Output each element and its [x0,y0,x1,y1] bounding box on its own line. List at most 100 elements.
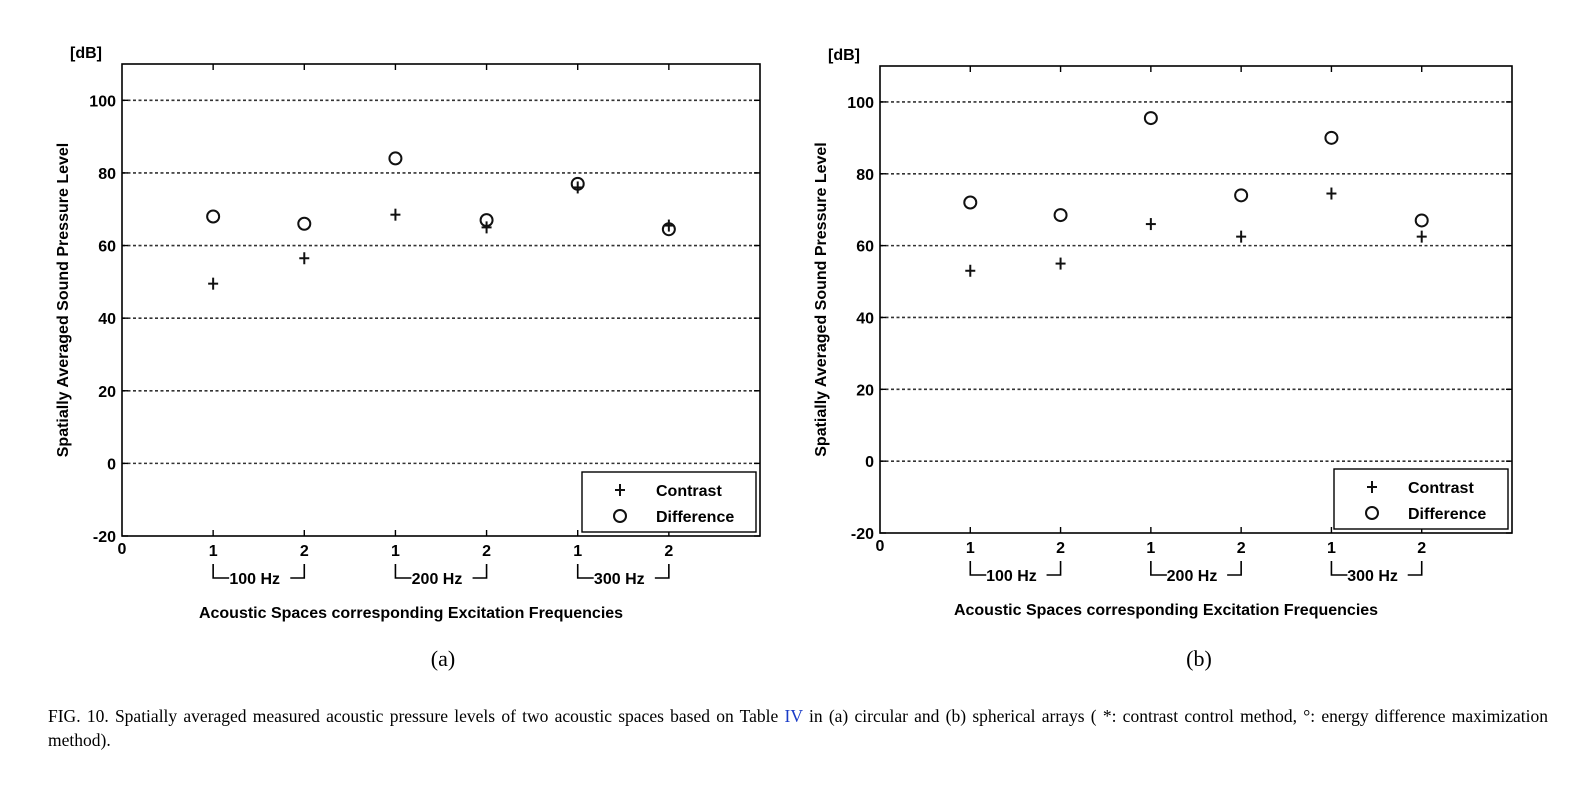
x-tick-label: 2 [664,543,673,560]
plot-frame [879,65,1513,534]
legend-label: Contrast [656,483,722,500]
y-tick-label: 0 [107,456,116,473]
contrast-point [1416,230,1427,243]
difference-point [297,216,312,231]
x-tick-label: 2 [1056,540,1065,557]
contrast-point [965,264,976,277]
legend-label: Difference [1408,506,1486,523]
group-bracket-left [394,564,412,579]
x-axis-label: Acoustic Spaces corresponding Excitation… [954,602,1378,619]
caption-text-end: in (a) circular and (b) spherical arrays… [48,706,1548,750]
legend-marker-difference [613,509,627,523]
plot-frame [121,63,761,537]
group-bracket-right [1407,561,1423,576]
y-tick-label: 0 [865,454,874,471]
difference-point [1324,130,1339,145]
y-unit-label: [dB] [828,47,860,64]
contrast-point [663,219,674,232]
difference-point [1143,111,1158,126]
caption-text: FIG. 10. Spatially averaged measured aco… [48,706,785,726]
group-bracket-right [290,564,306,579]
difference-point [1053,208,1068,223]
x-tick-label: 2 [1417,540,1426,557]
y-tick-label: -20 [93,529,116,546]
y-unit-label: [dB] [70,45,102,62]
legend-marker-contrast [615,484,625,496]
y-tick-label: 80 [856,167,874,184]
x-tick-label: 1 [966,540,975,557]
contrast-point [1145,218,1156,231]
contrast-point [1236,230,1247,243]
legend-label: Difference [656,509,734,526]
series-contrast [965,187,1427,277]
group-bracket-left [576,564,594,579]
x-tick-label: 1 [1327,540,1336,557]
y-tick-label: 20 [856,382,874,399]
y-axis-label: Spatially Averaged Sound Pressure Level [55,143,72,458]
difference-point [1414,213,1429,228]
y-tick-label: 40 [98,311,116,328]
x-tick-label: 0 [876,538,885,555]
difference-point [661,222,676,237]
figure-caption: FIG. 10. Spatially averaged measured aco… [48,704,1548,752]
group-bracket-left [1150,561,1167,576]
x-tick-label: 1 [391,543,400,560]
x-tick-label: 2 [482,543,491,560]
table-link[interactable]: IV [784,706,803,726]
contrast-point [481,221,492,234]
group-bracket-right [472,564,488,579]
group-label: 300 Hz [594,571,645,588]
y-tick-label: 80 [98,166,116,183]
y-tick-label: -20 [851,526,874,543]
difference-point [388,151,403,166]
subfigure-label: (b) [1186,646,1212,671]
y-tick-label: 100 [89,93,116,110]
series-difference [963,111,1429,228]
group-bracket-right [1046,561,1062,576]
legend: Contrast Difference [581,471,757,533]
x-tick-label: 0 [118,541,127,558]
group-bracket-left [1330,561,1348,576]
group-bracket-right [1227,561,1242,576]
y-tick-label: 20 [98,384,116,401]
y-tick-label: 40 [856,310,874,327]
x-tick-label: 1 [209,543,218,560]
group-bracket-left [969,561,987,576]
x-axis-label: Acoustic Spaces corresponding Excitation… [199,605,623,622]
y-tick-label: 60 [98,239,116,256]
difference-point [963,195,978,210]
legend-marker-difference [1365,506,1379,520]
legend-box [581,471,757,533]
legend-marker-contrast [1367,481,1377,493]
group-bracket-right [654,564,670,579]
x-tick-label: 1 [573,543,582,560]
series-contrast [208,181,674,290]
x-tick-label: 1 [1146,540,1155,557]
y-tick-label: 60 [856,239,874,256]
group-label: 100 Hz [229,571,280,588]
series-difference [206,151,676,237]
difference-point [206,209,221,224]
contrast-point [299,252,310,265]
group-label: 200 Hz [1167,568,1218,585]
group-bracket-left [212,564,230,579]
legend: Contrast Difference [1333,468,1509,530]
x-tick-label: 2 [1237,540,1246,557]
contrast-point [572,181,583,194]
y-tick-label: 100 [847,95,874,112]
contrast-point [390,208,401,221]
x-tick-label: 2 [300,543,309,560]
group-label: 300 Hz [1347,568,1398,585]
group-label: 200 Hz [412,571,463,588]
y-axis-label: Spatially Averaged Sound Pressure Level [813,142,830,457]
difference-point [479,213,494,228]
contrast-point [1055,257,1066,270]
difference-point [570,176,585,191]
contrast-point [208,277,219,290]
contrast-point [1326,187,1337,200]
legend-label: Contrast [1408,480,1474,497]
group-label: 100 Hz [986,568,1037,585]
